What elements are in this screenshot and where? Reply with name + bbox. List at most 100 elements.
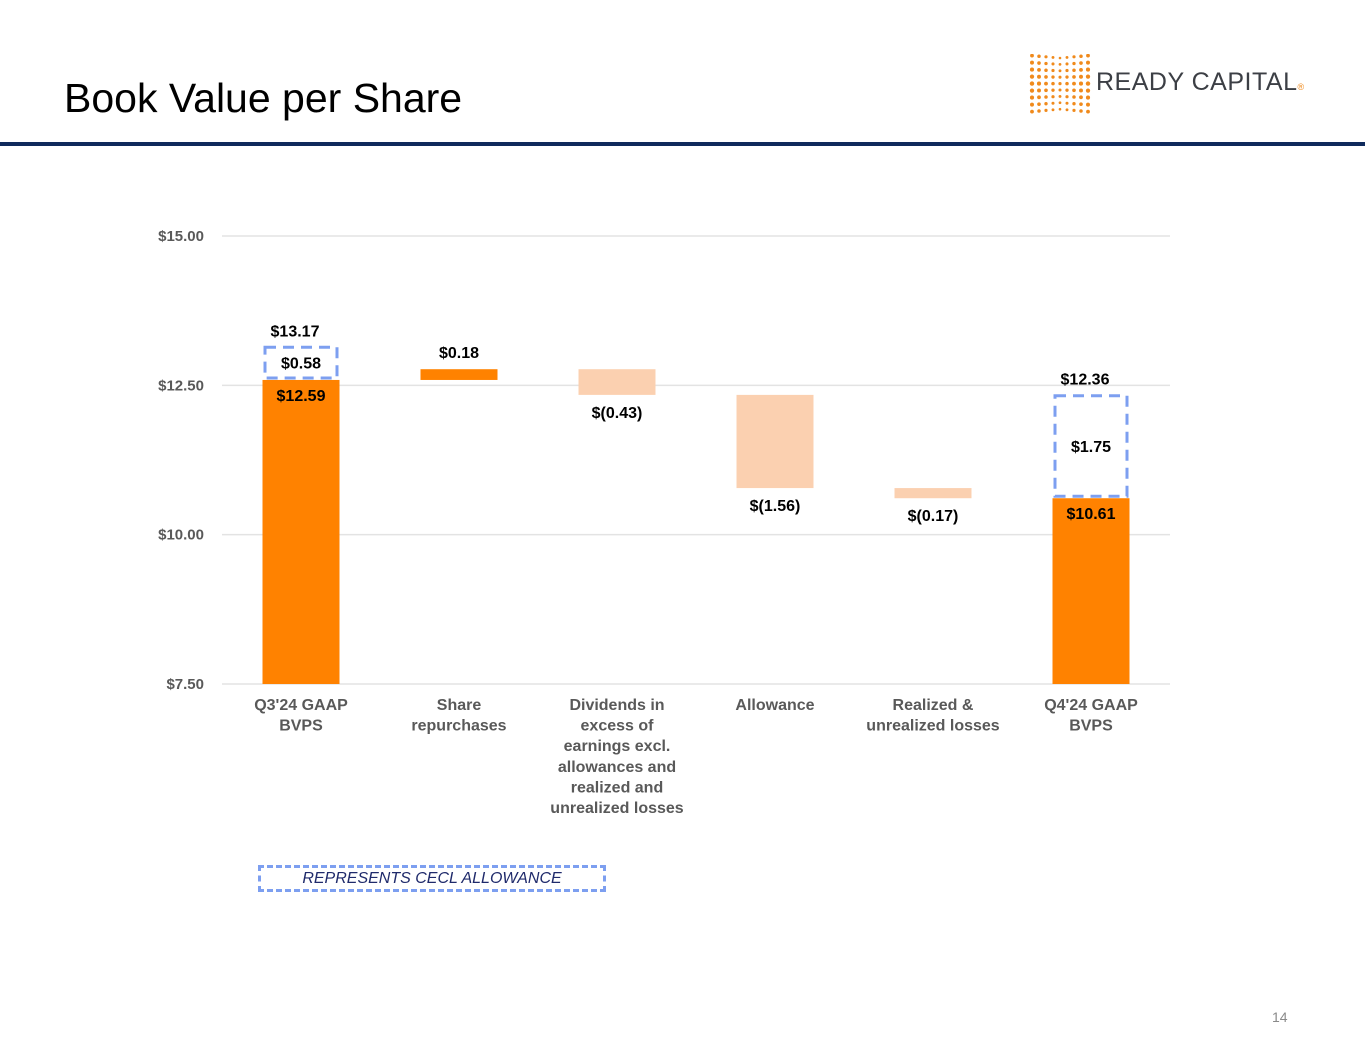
- logo-dot: [1085, 88, 1091, 93]
- logo-dot: [1058, 63, 1062, 66]
- bar: [578, 369, 656, 395]
- x-category-label: Share repurchases: [411, 697, 506, 735]
- total-with-cecl-label: $12.36: [1061, 372, 1110, 389]
- logo-dot: [1058, 69, 1062, 73]
- x-category-label-line: Dividends in: [569, 697, 664, 714]
- logo-dot: [1037, 95, 1041, 100]
- logo-dot: [1037, 61, 1041, 65]
- logo-dot: [1079, 61, 1083, 65]
- logo-dot: [1058, 101, 1062, 105]
- y-tick-label: $12.50: [158, 377, 204, 394]
- logo-dot: [1079, 74, 1083, 79]
- logo-dot: [1072, 108, 1076, 112]
- page-number: 14: [1272, 1009, 1288, 1025]
- logo-dot: [1029, 81, 1035, 86]
- logo-dot: [1029, 74, 1035, 79]
- x-category-label-line: unrealized losses: [550, 800, 683, 817]
- logo-dot: [1037, 102, 1041, 106]
- logo-dot: [1085, 67, 1091, 72]
- logo-dot: [1065, 81, 1069, 86]
- logo-dot: [1029, 88, 1035, 93]
- logo-dot: [1051, 75, 1055, 79]
- logo-dot: [1086, 102, 1090, 107]
- x-category-label-line: Allowance: [735, 697, 814, 714]
- logo-dot: [1058, 94, 1062, 98]
- x-category-label: Dividends in excess of earnings excl. allow…: [550, 697, 683, 817]
- logo-dot: [1044, 68, 1048, 72]
- logo-dot: [1030, 109, 1034, 114]
- x-category-label: Q4'24 GAAP BVPS: [1044, 697, 1138, 735]
- logo-dot-mark-icon: [1029, 53, 1091, 114]
- logo-dot: [1051, 108, 1055, 112]
- logo-dot: [1044, 61, 1048, 66]
- logo-dot: [1030, 102, 1034, 107]
- logo-dot: [1030, 53, 1034, 58]
- logo-text: READY CAPITAL: [1096, 68, 1298, 96]
- bar: [262, 379, 340, 684]
- logo-dot: [1058, 82, 1062, 86]
- cecl-legend-label: REPRESENTS CECL ALLOWANCE: [302, 869, 562, 887]
- logo-dot: [1072, 75, 1076, 79]
- page-title: Book Value per Share: [64, 75, 463, 121]
- x-category-label-line: earnings excl.: [564, 738, 671, 755]
- bar: [736, 394, 814, 489]
- logo-dot: [1065, 95, 1069, 99]
- y-tick-label: $10.00: [158, 527, 204, 544]
- x-category-label-line: BVPS: [279, 718, 323, 735]
- logo-dot: [1079, 88, 1083, 93]
- logo-dot: [1085, 74, 1091, 79]
- bar: [420, 369, 498, 380]
- logo-dot: [1078, 81, 1084, 86]
- logo-dot: [1037, 74, 1041, 79]
- logo-dot: [1072, 102, 1076, 106]
- data-label: $(1.56): [750, 498, 801, 515]
- logo-dot: [1058, 88, 1062, 92]
- data-label: $12.59: [277, 388, 326, 405]
- logo-dot: [1044, 81, 1048, 86]
- cecl-allowance-box: [263, 345, 339, 380]
- logo-dot: [1051, 88, 1055, 92]
- logo-dot: [1072, 95, 1076, 99]
- logo-dot: [1079, 95, 1083, 100]
- bar: [894, 488, 972, 499]
- logo-dot: [1086, 60, 1090, 65]
- logo-dot: [1029, 67, 1035, 72]
- logo-dot: [1036, 81, 1042, 86]
- logo-registered-mark: ®: [1297, 82, 1305, 92]
- logo-dot: [1086, 109, 1090, 114]
- logo-dot: [1058, 75, 1062, 79]
- x-category-label: Q3'24 GAAP BVPS: [254, 697, 348, 735]
- logo-dot: [1065, 101, 1069, 105]
- logo-dot: [1072, 68, 1076, 72]
- cecl-allowance-box: [1053, 394, 1129, 498]
- logo-dot: [1086, 53, 1090, 58]
- logo-dot: [1030, 60, 1034, 65]
- logo-dot: [1065, 75, 1069, 79]
- data-label: $(0.43): [592, 405, 643, 422]
- header-rule: [0, 142, 1365, 146]
- logo-dot: [1085, 81, 1091, 86]
- cecl-legend: REPRESENTS CECL ALLOWANCE: [258, 865, 606, 892]
- logo-dot: [1065, 55, 1069, 59]
- x-category-label-line: unrealized losses: [866, 718, 999, 735]
- logo-dot: [1037, 68, 1041, 72]
- x-category-label: Allowance: [735, 697, 814, 714]
- logo-dot: [1044, 55, 1048, 59]
- x-category-label-line: BVPS: [1069, 718, 1113, 735]
- x-category-label-line: Share: [437, 697, 482, 714]
- logo-dot: [1079, 109, 1083, 113]
- logo-dot: [1065, 68, 1069, 73]
- logo-dot: [1072, 55, 1076, 59]
- x-category-label-line: excess of: [581, 718, 655, 735]
- logo-dot: [1079, 68, 1083, 72]
- logo-dot: [1044, 75, 1048, 79]
- logo-dot: [1044, 95, 1048, 99]
- logo-dot: [1037, 88, 1041, 93]
- x-category-label-line: Q4'24 GAAP: [1044, 697, 1138, 714]
- cecl-allowance-label: $0.58: [281, 356, 321, 373]
- x-category-label: Realized & unrealized losses: [866, 697, 999, 735]
- x-category-label-line: allowances and: [558, 759, 676, 776]
- data-label: $10.61: [1067, 506, 1116, 523]
- logo-dot: [1044, 88, 1048, 93]
